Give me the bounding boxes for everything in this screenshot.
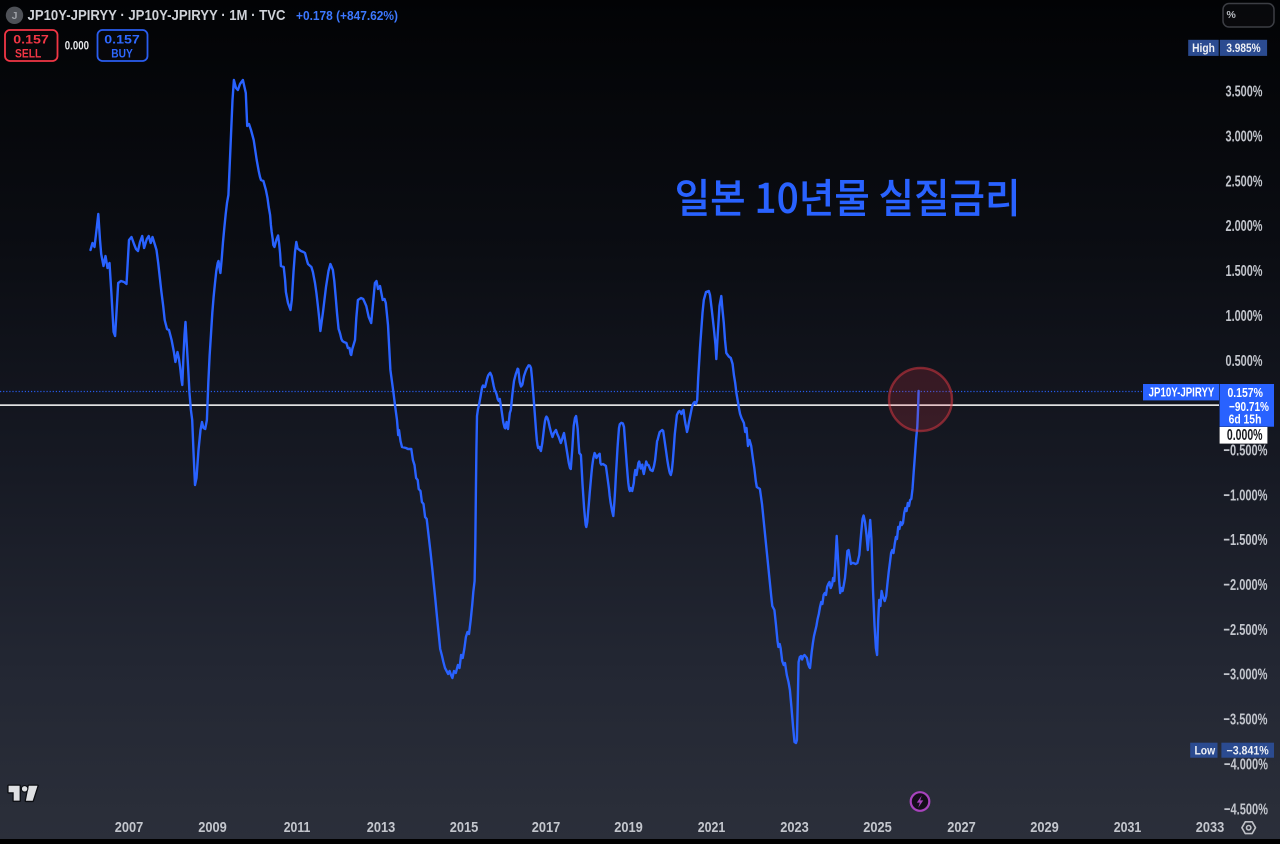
- svg-text:−3.000%: −3.000%: [1224, 667, 1268, 684]
- svg-text:2029: 2029: [1030, 819, 1059, 836]
- svg-text:2.000%: 2.000%: [1226, 218, 1263, 235]
- svg-text:2011: 2011: [284, 819, 311, 836]
- svg-text:1.000%: 1.000%: [1226, 308, 1263, 325]
- svg-text:BUY: BUY: [111, 47, 133, 61]
- svg-text:2015: 2015: [450, 819, 479, 836]
- svg-text:3.985%: 3.985%: [1226, 43, 1260, 55]
- svg-text:0.000: 0.000: [65, 39, 89, 53]
- svg-text:0.000%: 0.000%: [1227, 427, 1263, 444]
- svg-text:JP10Y-JPIRYY: JP10Y-JPIRYY: [1149, 385, 1215, 400]
- svg-text:3.500%: 3.500%: [1226, 84, 1263, 101]
- svg-text:High: High: [1192, 43, 1215, 55]
- svg-text:0.157: 0.157: [104, 33, 140, 47]
- svg-text:2023: 2023: [780, 819, 809, 836]
- svg-text:2013: 2013: [367, 819, 396, 836]
- svg-text:2021: 2021: [698, 819, 726, 836]
- svg-text:2027: 2027: [947, 819, 976, 836]
- svg-text:−4.000%: −4.000%: [1224, 756, 1268, 773]
- svg-text:−90.71%: −90.71%: [1229, 399, 1269, 414]
- svg-text:0.157: 0.157: [13, 33, 49, 47]
- svg-text:0.157%: 0.157%: [1227, 385, 1263, 400]
- svg-text:2019: 2019: [614, 819, 643, 836]
- svg-text:JP10Y-JPIRYY · JP10Y-JPIRYY ·: JP10Y-JPIRYY · JP10Y-JPIRYY · 1M · TVC: [28, 8, 286, 24]
- svg-text:2031: 2031: [1114, 819, 1142, 836]
- svg-text:2025: 2025: [863, 819, 892, 836]
- svg-text:2033: 2033: [1196, 819, 1225, 836]
- svg-text:−3.500%: −3.500%: [1224, 712, 1268, 729]
- svg-text:2007: 2007: [115, 819, 144, 836]
- svg-text:3.000%: 3.000%: [1226, 129, 1263, 146]
- svg-text:6d 15h: 6d 15h: [1229, 412, 1262, 427]
- svg-text:−1.000%: −1.000%: [1224, 487, 1268, 504]
- svg-text:−1.500%: −1.500%: [1224, 532, 1268, 549]
- svg-text:1.500%: 1.500%: [1226, 263, 1263, 280]
- svg-text:J: J: [12, 10, 18, 22]
- svg-text:%: %: [1227, 9, 1237, 21]
- svg-text:−2.000%: −2.000%: [1224, 577, 1268, 594]
- svg-text:−4.500%: −4.500%: [1224, 801, 1268, 818]
- svg-text:SELL: SELL: [15, 47, 41, 61]
- svg-text:Low: Low: [1194, 745, 1215, 757]
- svg-text:2.500%: 2.500%: [1226, 173, 1263, 190]
- svg-text:−0.500%: −0.500%: [1224, 443, 1268, 460]
- svg-text:−2.500%: −2.500%: [1224, 622, 1268, 639]
- svg-text:−3.841%: −3.841%: [1227, 745, 1269, 757]
- svg-text:2009: 2009: [198, 819, 227, 836]
- svg-text:+0.178 (+847.62%): +0.178 (+847.62%): [296, 8, 398, 23]
- svg-text:0.500%: 0.500%: [1226, 353, 1263, 370]
- svg-text:2017: 2017: [532, 819, 561, 836]
